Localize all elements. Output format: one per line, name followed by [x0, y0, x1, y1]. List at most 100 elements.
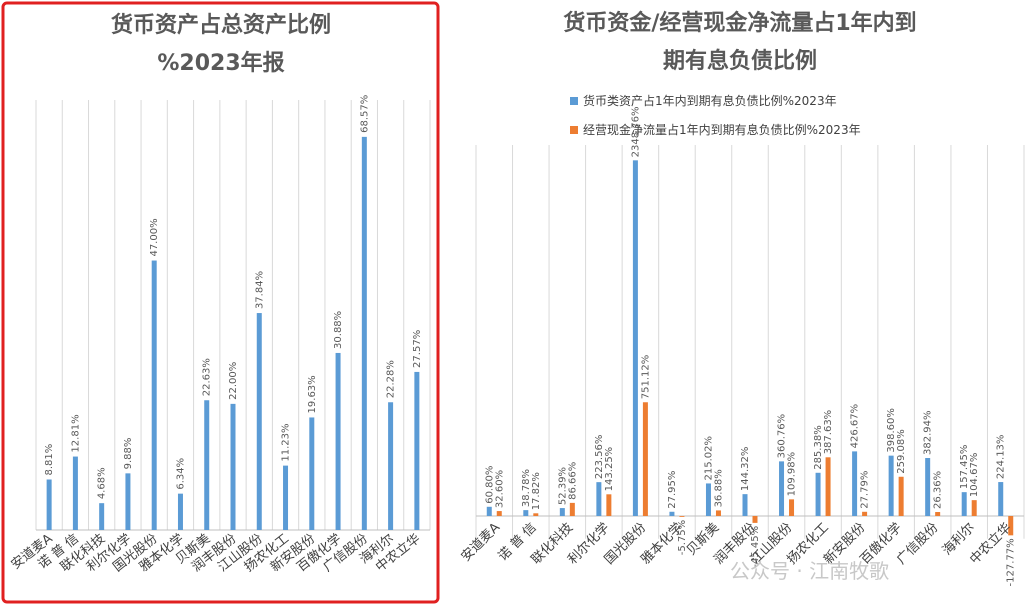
- left-chart-highlight-frame: [1, 1, 440, 604]
- bar-s2-5: [679, 516, 685, 517]
- bar-s1-1: [523, 510, 529, 516]
- value-label-0: 8.81%: [44, 444, 55, 476]
- right-chart-bars: [486, 160, 1014, 536]
- value-label-s1-0: 60.80%: [484, 466, 495, 504]
- value-label-s2-8: 109.98%: [787, 452, 798, 497]
- value-label-s2-12: 26.36%: [933, 471, 944, 509]
- value-label-s2-3: 143.25%: [604, 447, 615, 492]
- bar-s2-6: [715, 510, 721, 516]
- bar-s2-10: [862, 511, 868, 516]
- bar-s1-3: [596, 482, 602, 516]
- legend-swatch-series-2: [570, 126, 578, 134]
- bar-9: [283, 465, 289, 530]
- bar-1: [72, 456, 78, 530]
- bar-s2-0: [496, 511, 502, 516]
- left-chart-bars: [46, 136, 420, 530]
- value-label-s1-6: 215.02%: [703, 436, 714, 481]
- bar-s2-12: [935, 512, 941, 516]
- watermark-text: 公众号 · 江南牧歌: [730, 559, 889, 583]
- value-label-1: 12.81%: [70, 414, 81, 452]
- value-label-s1-9: 285.38%: [813, 425, 824, 470]
- bar-6: [204, 400, 210, 530]
- value-label-s1-13: 157.45%: [959, 445, 970, 490]
- bar-12: [361, 136, 367, 530]
- value-label-s1-5: 27.95%: [667, 471, 678, 509]
- bar-11: [335, 352, 341, 530]
- value-label-s2-9: 387.63%: [823, 410, 834, 455]
- value-label-s1-11: 398.60%: [886, 408, 897, 453]
- value-label-s1-8: 360.76%: [777, 414, 788, 459]
- value-label-s1-7: 144.32%: [740, 447, 751, 492]
- left-chart-title: 货币资产占总资产比例: [111, 12, 331, 38]
- value-label-2: 4.68%: [97, 467, 108, 499]
- bar-14: [414, 371, 420, 530]
- bar-s1-0: [486, 506, 492, 516]
- bar-s1-14: [998, 482, 1004, 516]
- value-label-5: 6.34%: [175, 458, 186, 490]
- value-label-s1-14: 224.13%: [996, 435, 1007, 480]
- value-label-s1-3: 223.56%: [594, 435, 605, 480]
- bar-7: [230, 403, 236, 530]
- value-label-s1-12: 382.94%: [923, 411, 934, 456]
- bar-10: [309, 417, 315, 530]
- bar-s1-2: [559, 508, 565, 516]
- value-label-8: 37.84%: [254, 271, 265, 309]
- legend-label-series-2: 经营现金净流量占1年内到期有息负债比例%2023年: [583, 122, 861, 137]
- bar-4: [151, 260, 157, 530]
- legend-swatch-series-1: [570, 97, 578, 105]
- bar-2: [99, 503, 105, 530]
- bar-s2-7: [752, 516, 758, 523]
- right-chart-subtitle: 期有息负债比例: [663, 48, 817, 74]
- bar-s2-11: [898, 476, 904, 516]
- bar-8: [256, 313, 262, 530]
- left-chart-value-labels: 8.81% 12.81% 4.68% 9.88% 47.00% 6.34% 22.63% 22…: [44, 95, 423, 499]
- bar-s1-12: [925, 458, 931, 516]
- bar-5: [177, 493, 183, 530]
- value-label-7: 22.00%: [228, 362, 239, 400]
- value-label-4: 47.00%: [149, 218, 160, 256]
- bar-s2-1: [533, 513, 539, 516]
- bar-s2-8: [789, 499, 795, 516]
- bar-s1-11: [888, 455, 894, 516]
- bar-s2-3: [606, 494, 612, 516]
- value-label-s2-14: -127.77%: [1006, 538, 1017, 586]
- bar-13: [388, 402, 394, 530]
- bar-0: [46, 479, 52, 530]
- right-chart-gridlines: [475, 145, 1025, 539]
- bar-3: [125, 473, 131, 530]
- bar-s2-13: [971, 500, 977, 516]
- bar-s1-10: [852, 451, 858, 516]
- value-label-s2-13: 104.67%: [969, 453, 980, 498]
- bar-s1-4: [632, 160, 638, 516]
- bar-s1-6: [705, 483, 711, 516]
- value-label-s2-11: 259.08%: [896, 429, 907, 474]
- left-chart-subtitle: %2023年报: [157, 50, 284, 76]
- bar-s1-7: [742, 494, 748, 516]
- value-label-s1-4: 2348.76%: [630, 106, 641, 157]
- bar-s2-14: [1008, 516, 1014, 536]
- category-label-0: 安道麦A: [459, 520, 504, 565]
- bar-s1-9: [815, 472, 821, 516]
- value-label-9: 11.23%: [281, 423, 292, 461]
- legend-label-series-1: 货币类资产占1年内到期有息负债比例%2023年: [583, 93, 837, 108]
- value-label-3: 9.88%: [123, 438, 134, 470]
- bar-s2-4: [642, 402, 648, 516]
- right-chart-value-labels: 60.80% 38.78% 52.39% 223.56% 2348.76% 27.95% 2…: [484, 106, 1016, 586]
- value-label-13: 22.28%: [386, 360, 397, 398]
- value-label-s2-5: -5.75%: [677, 520, 688, 555]
- value-label-6: 22.63%: [202, 358, 213, 396]
- value-label-s2-6: 36.88%: [713, 469, 724, 507]
- value-label-12: 68.57%: [359, 95, 370, 133]
- bar-s2-2: [569, 502, 575, 516]
- right-chart-title: 货币资金/经营现金净流量占1年内到: [563, 10, 916, 36]
- value-label-s2-1: 17.82%: [531, 472, 542, 510]
- bar-s1-13: [961, 492, 967, 516]
- value-label-s2-7: -45.45%: [750, 526, 761, 568]
- value-label-s1-2: 52.39%: [557, 467, 568, 505]
- value-label-10: 19.63%: [307, 375, 318, 413]
- value-label-s2-10: 27.79%: [860, 471, 871, 509]
- bar-s1-5: [669, 511, 675, 516]
- value-label-s2-4: 751.12%: [640, 355, 651, 400]
